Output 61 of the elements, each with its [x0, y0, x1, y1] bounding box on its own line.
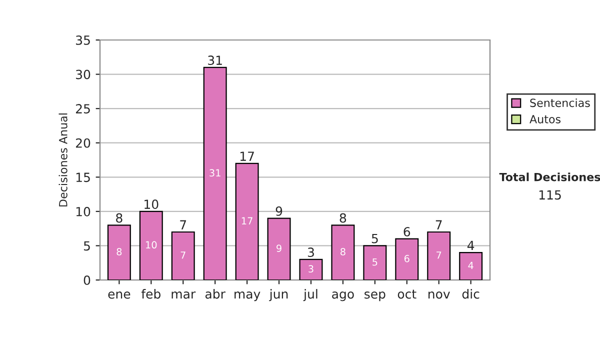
- x-tick-label: dic: [462, 289, 480, 299]
- data-label: 3: [308, 265, 314, 273]
- data-label: 9: [276, 244, 282, 252]
- bar: [299, 258, 323, 280]
- total-label: 8: [340, 213, 346, 223]
- x-tick-label: may: [234, 292, 260, 302]
- bar: [107, 224, 131, 280]
- bar: [331, 224, 355, 280]
- bar: [395, 238, 419, 280]
- total-label: 5: [372, 234, 378, 244]
- bar: [139, 210, 163, 280]
- data-label: 6: [404, 254, 410, 262]
- x-tick-label: ago: [332, 292, 354, 302]
- data-label: 5: [372, 258, 378, 266]
- x-tick-label: sep: [364, 292, 386, 302]
- data-label: 17: [242, 217, 252, 224]
- x-tick-label: feb: [141, 289, 160, 299]
- x-tick-label: jul: [303, 289, 318, 302]
- bar: [459, 252, 483, 280]
- y-tick-label: 0: [84, 275, 90, 285]
- total-label: 9: [276, 206, 282, 216]
- text: 115: [539, 190, 561, 200]
- y-tick-label: 10: [76, 206, 90, 216]
- total-label: 3: [308, 248, 314, 258]
- data-label: 4: [468, 262, 474, 269]
- y-tick-label: 20: [76, 138, 90, 148]
- x-tick-label: jun: [269, 289, 288, 302]
- y-tick-label: 15: [76, 172, 90, 182]
- data-label: 10: [146, 241, 157, 249]
- bar: [235, 162, 259, 280]
- data-label: 8: [340, 248, 346, 256]
- legend-label: Autos: [530, 115, 561, 124]
- x-tick-label: ene: [108, 292, 130, 299]
- y-tick-label: 35: [76, 35, 90, 45]
- y-tick-label: 5: [84, 241, 90, 251]
- total-label: 6: [404, 226, 410, 236]
- total-label: 8: [116, 213, 122, 223]
- total-label: 7: [180, 220, 186, 230]
- total-label: 10: [144, 200, 158, 210]
- x-tick-label: oct: [398, 290, 416, 299]
- text: Total Decisiones: [499, 172, 600, 182]
- total-label: 31: [208, 56, 222, 66]
- total-label: 17: [240, 152, 254, 161]
- bar: [427, 231, 451, 280]
- data-label: 31: [210, 169, 220, 177]
- data-label: 8: [116, 248, 122, 256]
- x-tick-label: abr: [205, 289, 226, 299]
- x-tick-label: mar: [172, 292, 196, 299]
- bar: [267, 218, 291, 280]
- total-label: 7: [436, 220, 442, 230]
- total-label: 4: [467, 240, 474, 250]
- data-label: 7: [436, 252, 442, 259]
- x-tick-label: nov: [428, 292, 450, 299]
- y-axis-title: Decisiones Anual: [58, 114, 68, 206]
- legend-label: Sentencias: [530, 98, 590, 108]
- bar: [363, 245, 387, 280]
- bar: [203, 66, 227, 280]
- y-tick-label: 25: [76, 104, 90, 114]
- data-label: 7: [180, 252, 186, 259]
- bar: [171, 231, 195, 280]
- y-tick-label: 30: [76, 70, 90, 80]
